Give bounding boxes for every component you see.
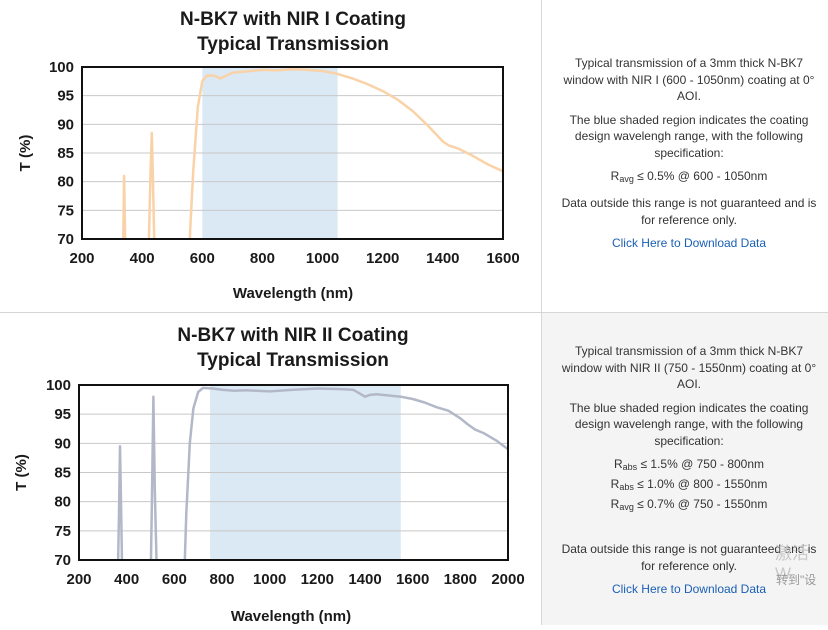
nir2-description: Typical transmission of a 3mm thick N-BK… <box>561 344 817 391</box>
chart-subtitle: Typical Transmission <box>197 34 389 55</box>
info-cell-nir1: Typical transmission of a 3mm thick N-BK… <box>542 0 828 312</box>
spec-symbol: R <box>610 169 620 183</box>
transmission-line <box>122 174 127 239</box>
plot-frame <box>78 384 509 561</box>
transmission-line <box>147 131 156 239</box>
y-tick-label: 80 <box>54 494 71 511</box>
y-tick-label: 85 <box>54 465 71 482</box>
y-tick-label: 80 <box>57 174 74 191</box>
y-axis-label: T (%) <box>17 135 34 172</box>
transmission-line <box>183 386 508 560</box>
spec-subscript: avg <box>619 174 634 184</box>
transmission-line <box>188 68 503 239</box>
nir1-transmission-chart: N-BK7 with NIR I Coating Typical Transmis… <box>17 9 520 302</box>
x-tick-label: 600 <box>190 250 215 267</box>
nir1-outside-note: Data outside this range is not guarantee… <box>561 196 817 227</box>
nir2-download-link[interactable]: Click Here to Download Data <box>611 582 767 596</box>
y-tick-label: 70 <box>57 231 74 248</box>
x-tick-label: 400 <box>114 571 139 588</box>
x-tick-label: 1600 <box>486 250 519 267</box>
spec-line: Rabs ≤ 1.5% @ 750 - 800nm <box>556 456 822 476</box>
spec-value: ≤ 1.5% @ 750 - 800nm <box>637 457 765 471</box>
spec-symbol: R <box>610 477 620 491</box>
nir1-spec-list: Ravg ≤ 0.5% @ 600 - 1050nm <box>556 168 822 188</box>
transmission-line <box>116 445 124 560</box>
chart-title: N-BK7 with NIR I Coating <box>180 9 406 30</box>
chart-title: N-BK7 with NIR II Coating <box>177 325 408 346</box>
chart-cell-nir2: N-BK7 with NIR II Coating Typical Transmi… <box>0 313 542 625</box>
x-tick-label: 1400 <box>348 571 381 588</box>
x-tick-label: 2000 <box>491 571 524 588</box>
nir1-description: Typical transmission of a 3mm thick N-BK… <box>563 56 815 103</box>
spec-value: ≤ 0.7% @ 750 - 1550nm <box>633 497 768 511</box>
spec-value: ≤ 1.0% @ 800 - 1550nm <box>633 477 768 491</box>
x-tick-label: 1200 <box>366 250 399 267</box>
spec-value: ≤ 0.5% @ 600 - 1050nm <box>633 169 768 183</box>
watermark-subtext: 转到"设 <box>776 573 817 587</box>
info-cell-nir2: Typical transmission of a 3mm thick N-BK… <box>542 313 828 625</box>
series-group <box>116 386 508 560</box>
spec-symbol: R <box>613 457 623 471</box>
chart-subtitle: Typical Transmission <box>197 350 389 371</box>
y-tick-label: 95 <box>54 406 71 423</box>
x-axis-label: Wavelength (nm) <box>231 608 351 625</box>
spec-subscript: abs <box>622 462 638 472</box>
chart-row-nir2: N-BK7 with NIR II Coating Typical Transmi… <box>0 313 828 625</box>
watermark-text: 激活 W <box>775 544 809 583</box>
y-tick-label: 90 <box>54 435 71 452</box>
x-tick-label: 400 <box>130 250 155 267</box>
x-tick-label: 1800 <box>444 571 477 588</box>
x-tick-label: 200 <box>66 571 91 588</box>
transmission-line <box>149 395 158 560</box>
spec-subscript: abs <box>619 482 634 492</box>
x-tick-label: 600 <box>162 571 187 588</box>
x-axis-label: Wavelength (nm) <box>233 285 353 302</box>
spec-line: Rabs ≤ 1.0% @ 800 - 1550nm <box>556 476 822 496</box>
x-tick-label: 800 <box>250 250 275 267</box>
y-tick-label: 75 <box>57 202 74 219</box>
x-tick-label: 800 <box>209 571 234 588</box>
nir2-spec-list: Rabs ≤ 1.5% @ 750 - 800nm Rabs ≤ 1.0% @ 8… <box>556 456 822 516</box>
x-tick-label: 200 <box>69 250 94 267</box>
spec-line: Ravg ≤ 0.5% @ 600 - 1050nm <box>556 168 822 188</box>
nir2-outside-note: Data outside this range is not guarantee… <box>561 542 817 573</box>
x-tick-label: 1000 <box>306 250 339 267</box>
x-tick-label: 1000 <box>253 571 286 588</box>
y-tick-label: 100 <box>46 377 71 394</box>
spec-symbol: R <box>610 497 620 511</box>
nir2-transmission-chart: N-BK7 with NIR II Coating Typical Transmi… <box>13 325 525 625</box>
series-group <box>122 68 503 239</box>
x-tick-label: 1600 <box>396 571 429 588</box>
nir2-shade-note: The blue shaded region indicates the coa… <box>569 400 809 448</box>
x-tick-label: 1200 <box>301 571 334 588</box>
y-tick-label: 85 <box>57 145 74 162</box>
nir1-shade-note: The blue shaded region indicates the coa… <box>569 112 809 160</box>
y-tick-label: 100 <box>49 59 74 76</box>
chart-cell-nir1: N-BK7 with NIR I Coating Typical Transmis… <box>0 0 542 312</box>
x-tick-label: 1400 <box>426 250 459 267</box>
spec-line: Ravg ≤ 0.7% @ 750 - 1550nm <box>556 496 822 516</box>
y-tick-label: 90 <box>57 116 74 133</box>
y-tick-label: 70 <box>54 552 71 569</box>
y-tick-label: 95 <box>57 88 74 105</box>
chart-row-nir1: N-BK7 with NIR I Coating Typical Transmis… <box>0 0 828 313</box>
spec-subscript: avg <box>619 502 634 512</box>
y-axis-label: T (%) <box>13 454 30 491</box>
plot-frame <box>81 66 504 240</box>
nir1-download-link[interactable]: Click Here to Download Data <box>611 236 767 250</box>
y-tick-label: 75 <box>54 523 71 540</box>
